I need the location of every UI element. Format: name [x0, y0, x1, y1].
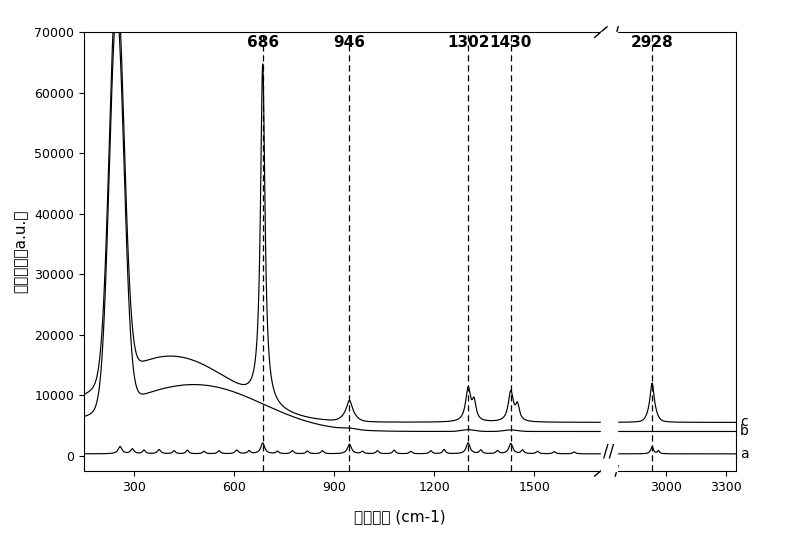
Text: c: c: [740, 415, 748, 430]
Text: 1430: 1430: [490, 35, 532, 50]
Text: //: //: [603, 442, 614, 460]
Text: 1302: 1302: [447, 35, 490, 50]
Text: b: b: [740, 424, 749, 439]
Text: 686: 686: [246, 35, 278, 50]
Y-axis label: 拉曼强度（a.u.）: 拉曼强度（a.u.）: [14, 210, 29, 293]
Text: a: a: [740, 447, 749, 461]
Text: 2928: 2928: [630, 35, 674, 50]
Text: 946: 946: [334, 35, 366, 50]
Text: 拉曼位移 (cm-1): 拉曼位移 (cm-1): [354, 509, 446, 524]
